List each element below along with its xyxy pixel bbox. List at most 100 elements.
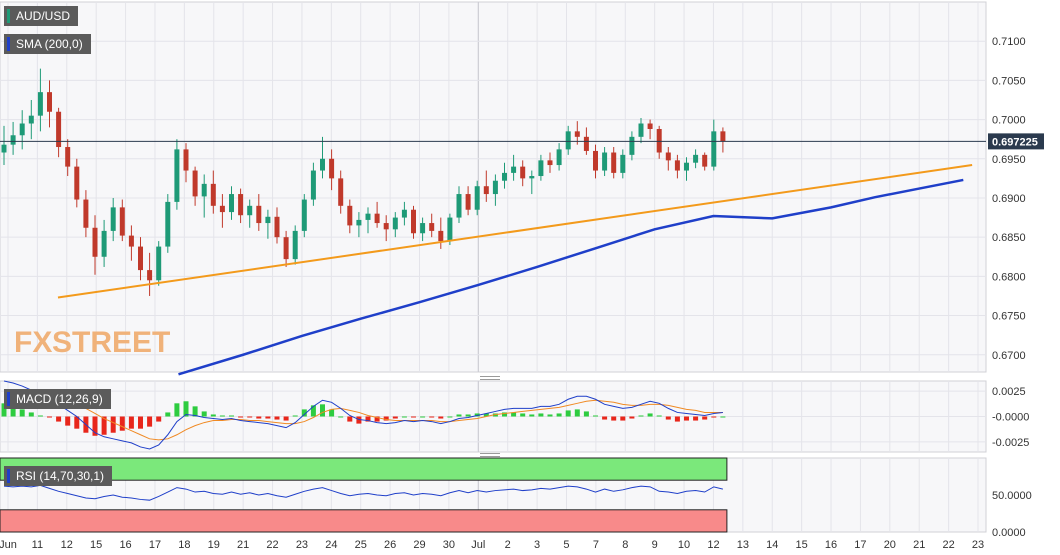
- macd-histogram-bar: [693, 416, 699, 421]
- candle-body: [183, 149, 189, 171]
- candle-body: [674, 160, 680, 171]
- x-tick-label: 23: [972, 539, 984, 551]
- macd-histogram-bar: [356, 416, 362, 424]
- candle-body: [256, 205, 262, 224]
- rsi-resize-handle[interactable]: [480, 453, 500, 458]
- candle-body: [511, 166, 517, 173]
- candle-body: [128, 235, 134, 247]
- rsi-swatch: [7, 469, 10, 483]
- macd-histogram-bar: [1, 403, 7, 417]
- candle-body: [56, 111, 62, 148]
- candle-body: [320, 158, 325, 171]
- candle-body: [474, 186, 480, 210]
- macd-histogram-bar: [192, 406, 198, 417]
- x-tick-label: 26: [384, 539, 396, 551]
- macd-histogram-bar: [229, 415, 234, 417]
- watermark-street: STREET: [52, 326, 170, 359]
- x-tick-label: 12: [61, 539, 73, 551]
- candle-body: [138, 246, 143, 271]
- candle-body: [83, 199, 89, 228]
- macd-histogram-bar: [538, 413, 544, 417]
- macd-y-tick-label: 0.0025: [992, 386, 1026, 398]
- candle-body: [110, 207, 116, 231]
- candle-body: [538, 160, 544, 177]
- x-tick-label: 15: [796, 539, 808, 551]
- macd-histogram-bar: [256, 416, 262, 419]
- candle-body: [338, 178, 344, 206]
- macd-histogram-bar: [74, 416, 80, 429]
- macd-resize-handle[interactable]: [480, 376, 500, 381]
- macd-histogram-bar: [438, 416, 444, 419]
- macd-histogram-bar: [10, 406, 16, 417]
- x-tick-label: 24: [325, 539, 337, 551]
- candle-body: [529, 176, 535, 179]
- x-tick-label: 30: [443, 539, 455, 551]
- candle-body: [37, 92, 43, 116]
- candle-body: [693, 154, 699, 163]
- x-tick-label: 13: [737, 539, 749, 551]
- candle-body: [602, 152, 608, 171]
- rsi-oversold-zone: [0, 509, 728, 533]
- ascending-trendline: [57, 164, 973, 299]
- x-tick-label: Jul: [471, 539, 485, 551]
- macd-histogram-bar: [629, 416, 635, 419]
- candle-body: [19, 123, 25, 136]
- macd-histogram-bar: [92, 416, 98, 436]
- macd-histogram-bar: [620, 416, 626, 421]
- y-tick-label: 0.6800: [992, 271, 1026, 283]
- candle-body: [420, 223, 426, 234]
- rsi-y-tick-label: 50.0000: [992, 490, 1032, 502]
- macd-label: MACD (12,26,9): [16, 392, 103, 406]
- macd-histogram-bar: [37, 415, 43, 417]
- macd-histogram-bar: [656, 415, 662, 417]
- candle-body: [356, 219, 362, 226]
- candle-body: [92, 227, 98, 257]
- rsi-overbought-zone: [0, 457, 728, 481]
- candle-body: [65, 147, 71, 167]
- candle-body: [574, 131, 580, 137]
- last-price-label: 0.697225: [992, 136, 1038, 148]
- rsi-tag[interactable]: RSI (14,70,30,1): [4, 466, 113, 486]
- symbol-tag[interactable]: AUD/USD: [4, 6, 79, 26]
- macd-histogram-bar: [365, 416, 371, 422]
- x-tick-label: 22: [942, 539, 954, 551]
- candle-body: [101, 230, 107, 257]
- macd-histogram-bar: [483, 413, 489, 417]
- x-tick-label: 17: [149, 539, 161, 551]
- x-tick-label: 11: [32, 539, 43, 551]
- x-tick-label: 22: [266, 539, 278, 551]
- macd-histogram-bar: [210, 414, 216, 417]
- macd-histogram-bar: [502, 412, 507, 417]
- candle-body: [192, 170, 198, 197]
- macd-histogram-bar: [374, 416, 380, 422]
- candle-body: [392, 217, 398, 230]
- candle-body: [147, 270, 153, 281]
- candle-body: [229, 194, 234, 213]
- candle-body: [283, 237, 289, 260]
- sma-tag[interactable]: SMA (200,0): [4, 34, 91, 54]
- macd-tag[interactable]: MACD (12,26,9): [4, 389, 111, 409]
- macd-histogram-bar: [320, 404, 325, 417]
- macd-histogram-bar: [547, 414, 553, 417]
- candle-body: [374, 213, 380, 224]
- candle-body: [74, 166, 80, 200]
- candle-body: [1, 144, 7, 153]
- candle-body: [119, 207, 125, 236]
- x-tick-label: 8: [622, 539, 628, 551]
- macd-histogram-bar: [110, 416, 116, 433]
- x-tick-label: 15: [90, 539, 102, 551]
- x-tick-label: 29: [413, 539, 425, 551]
- y-tick-label: 0.7000: [992, 115, 1026, 127]
- macd-histogram-bar: [411, 416, 416, 418]
- x-tick-label: 16: [119, 539, 131, 551]
- macd-histogram-bar: [28, 412, 34, 417]
- symbol-label: AUD/USD: [16, 9, 71, 23]
- last-price-badge: [988, 133, 1044, 150]
- candle-body: [165, 201, 171, 247]
- macd-histogram-bar: [684, 416, 689, 421]
- macd-histogram-bar: [183, 401, 189, 417]
- candle-body: [219, 205, 225, 213]
- x-tick-label: 12: [707, 539, 719, 551]
- macd-histogram-bar: [292, 415, 298, 417]
- x-tick-label: 9: [652, 539, 658, 551]
